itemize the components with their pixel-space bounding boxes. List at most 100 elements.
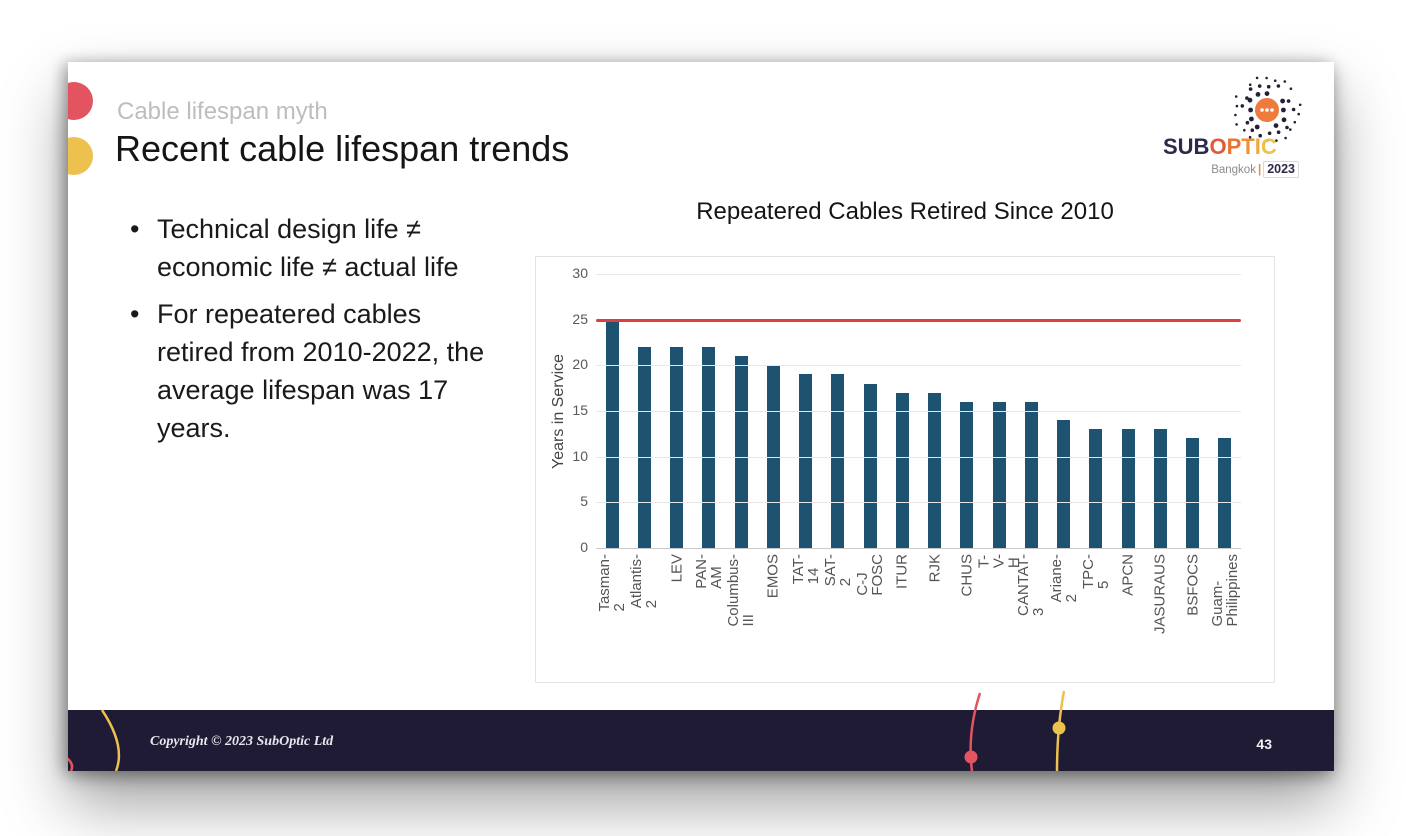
bar [1153, 429, 1167, 548]
bar [1218, 438, 1232, 548]
bar-group: Atlantis-2 [628, 274, 660, 608]
bullet-item: For repeatered cables retired from 2010-… [128, 295, 490, 447]
y-axis-tick-label: 5 [580, 493, 588, 509]
bar [670, 347, 684, 548]
bar-group: RJK [919, 274, 951, 582]
gridline [596, 411, 1241, 412]
presentation-slide: Cable lifespan myth Recent cable lifespa… [68, 62, 1334, 771]
logo-letter: C [1260, 134, 1277, 159]
bar-group: Columbus-III [725, 274, 757, 627]
bullet-item: Technical design life ≠ economic life ≠ … [128, 210, 490, 286]
bar-group: Guam- Philippines [1209, 274, 1241, 627]
bar-chart: Years in Service Tasman-2 Atlantis-2 LEV PA… [535, 256, 1275, 683]
bar-group: SAT-2 [822, 274, 854, 586]
suboptic-logo: SUBOPTIC Bangkok | 2023 [1163, 70, 1303, 178]
footer-bar: Copyright © 2023 SubOptic Ltd 43 [68, 710, 1334, 771]
page-number: 43 [1256, 736, 1272, 752]
x-axis-label: CHUS [958, 554, 976, 597]
bar [992, 402, 1006, 548]
bar-group: LEV [661, 274, 693, 582]
x-axis-label: PAN-AM [692, 554, 725, 589]
logo-divider: | [1257, 164, 1262, 176]
bar [799, 374, 813, 548]
bar [605, 320, 619, 548]
x-axis-label: TPC-5 [1079, 554, 1112, 589]
gridline [596, 365, 1241, 366]
bar [1186, 438, 1200, 548]
copyright-text: Copyright © 2023 SubOptic Ltd [150, 734, 334, 749]
bar-group: Tasman-2 [596, 274, 628, 612]
bar [637, 347, 651, 548]
x-axis-label: ITUR [893, 554, 911, 589]
bar [1024, 402, 1038, 548]
bar-group: APCN [1112, 274, 1144, 596]
x-axis-label: EMOS [764, 554, 782, 599]
x-axis-label: Ariane-2 [1047, 554, 1080, 603]
y-axis-tick-label: 30 [572, 265, 588, 281]
logo-halo-dots-icon [1234, 76, 1302, 142]
logo-letter: P [1226, 134, 1242, 159]
x-axis-label: LEV [668, 554, 686, 583]
bar-group: PAN-AM [693, 274, 725, 589]
bar-group: C-J FOSC [854, 274, 886, 596]
gridline [596, 548, 1241, 549]
bar-group: ITUR [886, 274, 918, 589]
gridline [596, 502, 1241, 503]
accent-circle-yellow [68, 137, 93, 175]
y-axis-tick-label: 20 [572, 356, 588, 372]
x-axis-label: APCN [1119, 554, 1137, 596]
x-axis-label: Tasman-2 [596, 554, 629, 612]
bar-group: BSFOCS [1177, 274, 1209, 616]
bar [895, 393, 909, 548]
y-axis-tick-label: 0 [580, 539, 588, 555]
logo-event-line: Bangkok | 2023 [1211, 161, 1299, 178]
reference-line-25-years [596, 319, 1241, 322]
bar [734, 356, 748, 548]
x-axis-label: C-J FOSC [854, 554, 887, 596]
bar [831, 374, 845, 548]
x-axis-label: BSFOCS [1184, 554, 1202, 616]
bar [1121, 429, 1135, 548]
y-axis-tick-label: 25 [572, 311, 588, 327]
chart-title: Repeatered Cables Retired Since 2010 [696, 198, 1114, 225]
logo-wordmark: SUBOPTIC [1163, 134, 1303, 160]
logo-year: 2023 [1263, 161, 1299, 178]
bar-group: TAT-14 [790, 274, 822, 584]
bar [1089, 429, 1103, 548]
x-axis-label: RJK [926, 554, 944, 583]
logo-city: Bangkok [1211, 164, 1256, 176]
bullet-list: Technical design life ≠ economic life ≠ … [128, 210, 490, 456]
slide-title: Recent cable lifespan trends [115, 128, 570, 169]
bar-group: Ariane-2 [1048, 274, 1080, 602]
bar-group: TPC-5 [1080, 274, 1112, 589]
slide-kicker: Cable lifespan myth [117, 98, 328, 125]
bar [863, 384, 877, 548]
x-axis-label: Atlantis-2 [628, 554, 661, 609]
x-axis-label: TAT-14 [789, 554, 822, 585]
bar-series: Tasman-2 Atlantis-2 LEV PAN-AM Columbus-III E… [596, 274, 1241, 634]
logo-text-optic: OPTIC [1209, 134, 1276, 159]
bar-group: CANTAT-3 [1015, 274, 1047, 616]
bar-group: CHUS [951, 274, 983, 597]
x-axis-label: JASURAUS [1151, 554, 1169, 635]
bar [960, 402, 974, 548]
logo-letter: O [1209, 134, 1227, 159]
logo-text-sub: SUB [1163, 134, 1210, 159]
gridline [596, 457, 1241, 458]
bar-group: T-V-H [976, 274, 1023, 568]
accent-circle-red [68, 82, 93, 120]
x-axis-label: Columbus-III [725, 554, 758, 627]
logo-letter: I [1254, 134, 1261, 159]
gridline [596, 274, 1241, 275]
bar [1057, 420, 1071, 548]
bar [702, 347, 716, 548]
y-axis-tick-label: 10 [572, 448, 588, 464]
bar-group: JASURAUS [1144, 274, 1176, 634]
logo-letter: T [1241, 134, 1255, 159]
y-axis-tick-label: 15 [572, 402, 588, 418]
x-axis-label: SAT-2 [821, 554, 854, 587]
bar [928, 393, 942, 548]
x-axis-label: Guam- Philippines [1208, 554, 1241, 627]
x-axis-label: CANTAT-3 [1015, 554, 1048, 616]
